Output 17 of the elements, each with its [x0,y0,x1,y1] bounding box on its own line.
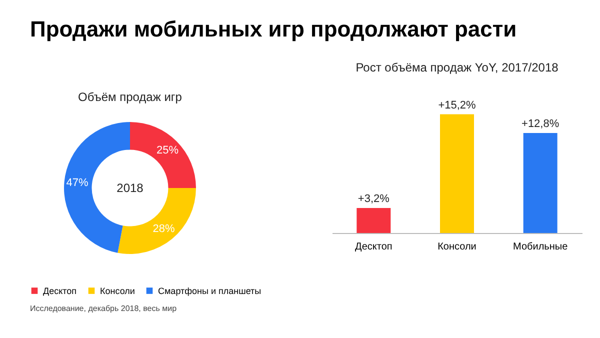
x-tick-label: Десктоп [355,242,392,252]
data-label: +15,2% [438,99,476,112]
legend-label: Смартфоны и планшеты [158,286,262,296]
chart-title: Рост объёма продаж YoY, 2017/2018 [356,60,559,74]
chart-subtitle: Объём продаж игр [78,90,182,104]
text: 2018 [116,181,144,195]
data-label: 25% [156,144,179,157]
x-tick-label: Мобильные [513,242,568,252]
data-label: 47% [66,177,88,190]
data-label: +12,8% [522,118,560,130]
legend-label: Десктоп [43,286,77,296]
chart-title: Продажи мобильных игр продолжают расти [30,16,517,42]
x-tick-label: Консоли [438,242,476,252]
legend-label: Консоли [100,286,135,296]
data-label: +3,2% [358,193,390,205]
text: Исследование, декабрь 2018, весь мир [30,304,178,313]
data-label: 28% [152,222,176,235]
